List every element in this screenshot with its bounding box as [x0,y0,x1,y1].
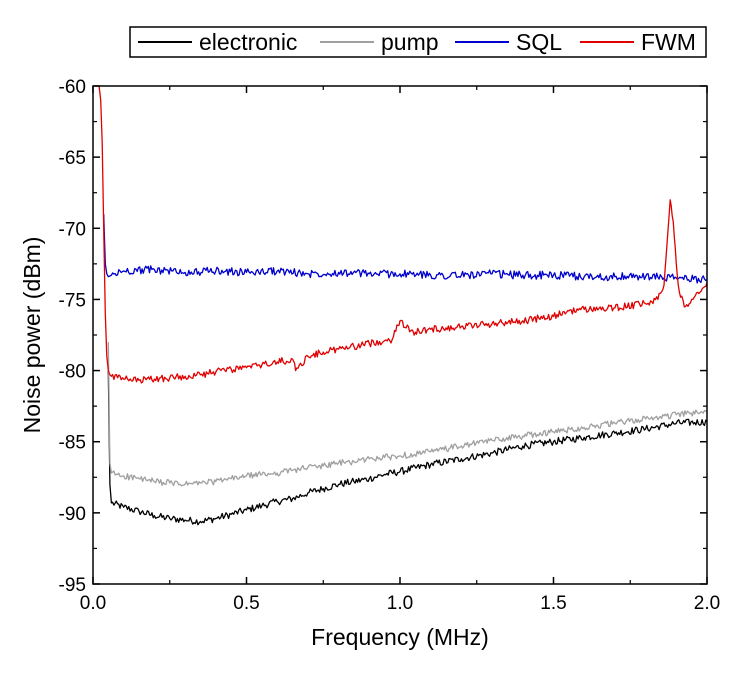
legend-label-electronic: electronic [199,29,297,55]
legend-label-sql: SQL [516,29,562,55]
series-line-pump [107,342,708,487]
y-tick-label: -60 [59,77,86,98]
series-line-sql [103,214,708,284]
y-tick-label: -75 [59,290,86,311]
legend-label-pump: pump [381,29,439,55]
x-ticks: 0.0 0.5 1.0 1.5 2.0 [80,86,720,614]
legend-label-fwm: FWM [641,29,696,55]
legend-item-sql: SQL [455,29,562,55]
legend: electronic pump SQL FWM [129,26,707,58]
y-axis-title: Noise power (dBm) [19,237,45,434]
x-axis-title: Frequency (MHz) [311,624,489,650]
y-tick-label: -95 [59,575,86,596]
x-tick-label: 0.0 [80,593,106,614]
series-layer [98,85,708,526]
series-line-fwm [98,85,708,384]
y-ticks: -95 -90 -85 -80 -75 -70 -65 -60 [59,77,707,596]
x-tick-label: 0.5 [233,593,259,614]
legend-item-electronic: electronic [138,29,297,55]
y-tick-label: -65 [59,148,86,169]
y-tick-label: -70 [59,219,86,240]
x-tick-label: 2.0 [694,593,720,614]
y-tick-label: -80 [59,362,86,383]
plot-frame [92,85,708,585]
x-tick-label: 1.5 [540,593,566,614]
series-line-electronic [107,370,708,526]
x-tick-label: 1.0 [387,593,413,614]
y-tick-label: -85 [59,433,86,454]
y-tick-label: -90 [59,504,86,525]
legend-item-fwm: FWM [580,29,696,55]
legend-item-pump: pump [320,29,439,55]
